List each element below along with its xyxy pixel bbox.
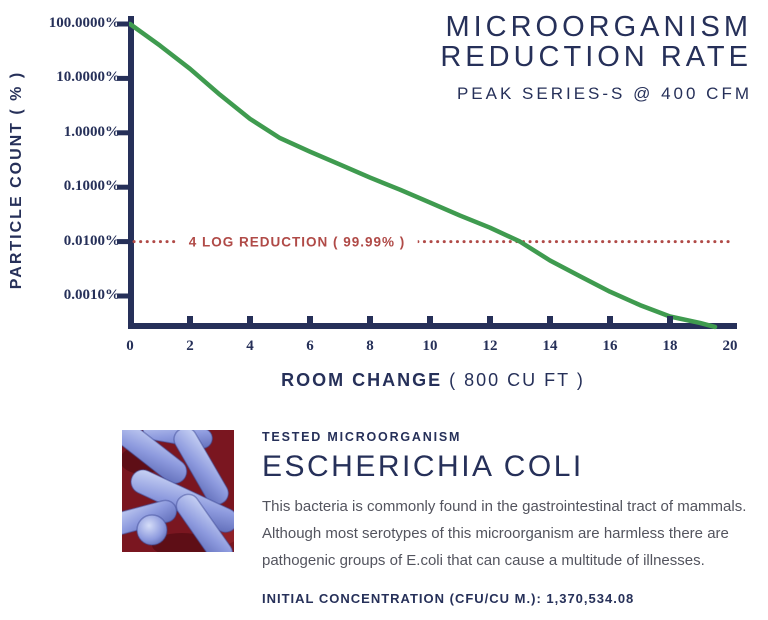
organism-info-text: TESTED MICROORGANISM ESCHERICHIA COLI Th… <box>262 430 747 606</box>
reduction-chart: MICROORGANISM REDUCTION RATE PEAK SERIES… <box>8 12 752 391</box>
y-tick-label: 0.0010% <box>63 287 120 303</box>
y-axis-tick <box>117 239 129 245</box>
x-tick-label: 18 <box>662 338 678 354</box>
chart-title-block: MICROORGANISM REDUCTION RATE PEAK SERIES… <box>440 12 752 104</box>
organism-description-line: Although most serotypes of this microorg… <box>262 525 729 542</box>
y-axis-tick <box>117 184 129 190</box>
ecoli-rod <box>122 430 188 485</box>
x-axis-title-bold: ROOM CHANGE <box>281 370 443 390</box>
y-axis-line <box>128 16 134 329</box>
ecoli-rod <box>175 493 234 552</box>
x-axis-tick <box>427 316 433 324</box>
tested-microorganism-section: TESTED MICROORGANISM ESCHERICHIA COLI Th… <box>0 420 768 620</box>
x-axis-tick <box>187 316 193 324</box>
x-tick-label: 14 <box>542 338 558 354</box>
x-axis-tick <box>247 316 253 324</box>
x-axis-tick <box>307 316 313 324</box>
y-axis-tick <box>117 293 129 299</box>
x-axis-line <box>128 323 737 329</box>
x-tick-label: 20 <box>722 338 738 354</box>
y-tick-label: 1.0000% <box>63 123 120 140</box>
y-tick-label: 10.0000% <box>56 69 120 86</box>
x-tick-label: 6 <box>306 338 314 354</box>
log-reduction-label: 4 LOG REDUCTION ( 99.99% ) <box>176 234 418 250</box>
organism-description-line: pathogenic groups of E.coli that can cau… <box>262 552 705 569</box>
x-tick-label: 12 <box>482 338 498 354</box>
y-axis-tick <box>117 21 129 27</box>
ecoli-rod <box>173 430 230 506</box>
x-tick-label: 16 <box>602 338 618 354</box>
x-tick-label: 10 <box>422 338 438 354</box>
y-tick-label: 0.0100% <box>63 232 120 249</box>
x-tick-label: 2 <box>186 338 194 354</box>
x-axis-title-light: ( 800 CU FT ) <box>442 370 585 390</box>
chart-subtitle: PEAK SERIES-S @ 400 CFM <box>456 84 752 103</box>
y-axis-tick <box>117 130 129 136</box>
x-axis-tick <box>667 316 673 324</box>
x-tick-label: 4 <box>246 338 254 354</box>
ecoli-rod-end-on <box>136 514 168 546</box>
y-tick-label: 0.1000% <box>63 178 120 195</box>
chart-title-line2: REDUCTION RATE <box>440 41 752 73</box>
x-axis-tick <box>547 316 553 324</box>
x-axis-tick <box>367 316 373 324</box>
x-axis-tick <box>607 316 613 324</box>
y-tick-label: 100.0000% <box>48 15 120 31</box>
x-tick-label: 0 <box>126 338 134 354</box>
ecoli-micrograph-image <box>122 430 234 552</box>
organism-description-line: This bacteria is commonly found in the g… <box>262 498 747 515</box>
y-axis-tick <box>117 75 129 81</box>
initial-concentration: INITIAL CONCENTRATION (CFU/CU M.): 1,370… <box>262 591 635 606</box>
reduction-curve <box>127 21 718 330</box>
x-axis-tick <box>487 316 493 324</box>
x-tick-label: 8 <box>366 338 374 354</box>
organism-description: This bacteria is commonly found in the g… <box>262 493 747 574</box>
tested-microorganism-eyebrow: TESTED MICROORGANISM <box>262 430 462 444</box>
x-axis-title: ROOM CHANGE ( 800 CU FT ) <box>281 370 585 391</box>
chart-title-line1: MICROORGANISM <box>445 11 752 43</box>
organism-name: ESCHERICHIA COLI <box>262 450 584 483</box>
